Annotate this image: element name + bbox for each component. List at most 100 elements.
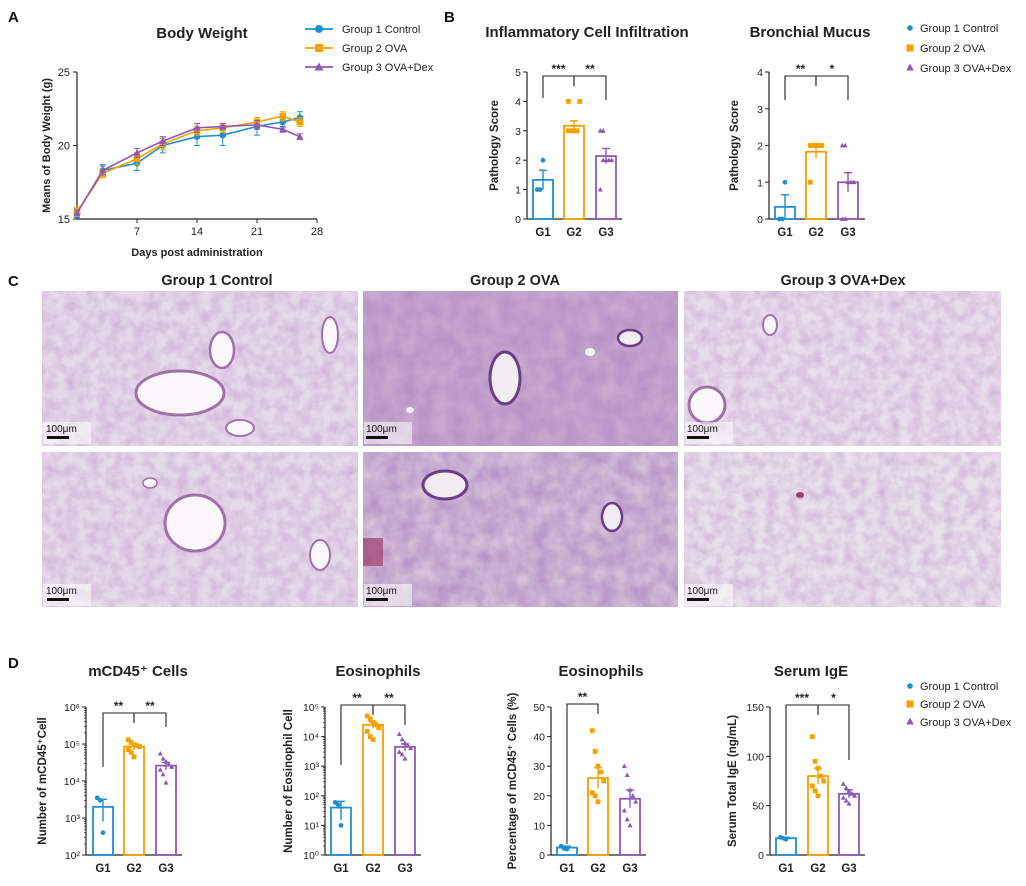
bar-g3 — [155, 764, 177, 856]
data-point — [166, 761, 172, 767]
y-tick-label: 3 — [757, 104, 763, 116]
significance-label: * — [831, 691, 836, 705]
significance-label: ** — [384, 691, 394, 705]
significance-label: ** — [145, 699, 155, 713]
scale-bar-label: 100μm — [687, 424, 718, 435]
data-point — [816, 143, 822, 148]
data-point — [589, 728, 595, 734]
scale-bar-g3-top: 100μm — [685, 422, 733, 444]
scale-bar-label: 100μm — [366, 586, 397, 597]
data-point — [396, 749, 402, 754]
data-point — [595, 763, 601, 769]
x-tick-label: G1 — [559, 863, 575, 875]
data-point — [840, 781, 846, 786]
y-tick-label: 10² — [65, 850, 81, 862]
x-tick-label: 14 — [191, 226, 203, 238]
infiltration-chart: Inflammatory Cell Infiltration 0 1 2 3 4 5 Path… — [485, 24, 688, 239]
scale-bar-g1-top: 100μm — [43, 422, 91, 444]
x-tick-label: G3 — [840, 227, 855, 239]
data-point — [408, 745, 414, 751]
data-point — [133, 149, 141, 156]
y-tick-label: 1 — [757, 177, 763, 189]
data-point — [840, 795, 846, 800]
data-point — [810, 143, 816, 148]
x-tick-label: G3 — [622, 863, 637, 875]
data-point — [133, 155, 141, 163]
histology-col-title-2: Group 2 OVA — [470, 273, 560, 289]
data-point — [73, 209, 81, 216]
data-point — [399, 751, 405, 757]
legend-a: Group 1 Control Group 2 OVA Group 3 OVA+… — [305, 24, 434, 74]
y-tick-label: 15 — [58, 214, 70, 226]
data-point — [621, 763, 627, 769]
data-point — [335, 802, 341, 808]
bar-g3 — [595, 155, 617, 220]
data-point — [846, 800, 852, 806]
data-point — [128, 740, 134, 745]
data-point — [125, 737, 131, 743]
data-point — [600, 128, 606, 133]
micrograph-g1-top — [42, 291, 358, 446]
legend-a-label-g3: Group 3 OVA+Dex — [342, 62, 434, 74]
y-tick-label: 10⁵ — [64, 739, 80, 751]
data-point — [134, 743, 140, 749]
data-point — [193, 124, 201, 131]
data-point — [813, 143, 819, 148]
significance-label: ** — [114, 699, 124, 713]
y-tick-label: 20 — [533, 791, 545, 803]
y-tick-label: 2 — [515, 155, 521, 167]
y-tick-label: 10⁶ — [64, 702, 80, 714]
y-axis-label: Pathology Score — [729, 100, 741, 191]
cd45-chart: mCD45⁺ Cells 10² 10³ 10⁴ 10⁵ 10⁶ Number of mCD… — [37, 663, 188, 875]
data-point — [807, 143, 813, 148]
data-point — [779, 216, 785, 222]
data-point — [537, 187, 543, 193]
panel-letter-b: B — [444, 9, 455, 26]
x-tick-label: G1 — [777, 227, 793, 239]
bar-g2 — [362, 723, 384, 856]
significance-label: ** — [352, 691, 362, 705]
scale-bar-g2-top: 100μm — [364, 422, 412, 444]
significance-bracket — [542, 75, 575, 98]
legend-a-item-g2: Group 2 OVA — [305, 43, 408, 55]
chart-title: Serum IgE — [774, 663, 848, 680]
y-tick-label: 1 — [515, 185, 521, 197]
histology-col-title-3: Group 3 OVA+Dex — [780, 273, 905, 289]
scale-bar-g2-bottom: 100μm — [364, 584, 412, 606]
y-tick-label: 4 — [515, 96, 521, 108]
bar-g2 — [563, 124, 585, 220]
data-point — [125, 747, 131, 753]
body-weight-chart: Body Weight 15 20 25 7 14 21 28 Days post admini… — [41, 25, 323, 259]
x-tick-label: G1 — [333, 863, 349, 875]
x-tick-label: G1 — [535, 227, 551, 239]
y-tick-label: 25 — [58, 67, 70, 79]
data-point — [159, 137, 167, 144]
data-point — [627, 822, 633, 828]
scale-bar-g3-bottom: 100μm — [685, 584, 733, 606]
chart-title: mCD45⁺ Cells — [88, 663, 188, 680]
data-point — [627, 787, 633, 792]
significance-label: ** — [796, 62, 806, 76]
significance-bracket — [566, 703, 599, 844]
chart-title: Inflammatory Cell Infiltration — [485, 24, 688, 41]
data-point — [376, 725, 382, 731]
significance-bracket — [372, 704, 406, 725]
data-point — [809, 734, 815, 739]
data-point — [396, 731, 402, 737]
chart-title: Eosinophils — [335, 663, 420, 680]
data-point — [367, 734, 373, 739]
data-point — [296, 118, 304, 126]
y-tick-label: 0 — [758, 850, 764, 862]
data-point — [540, 157, 546, 163]
significance-label: *** — [551, 62, 565, 76]
data-point — [219, 131, 227, 139]
eosinophil-count-chart: Eosinophils 10⁰ 10¹ 10² 10³ 10⁴ 10⁵ Number of E… — [283, 663, 421, 875]
legend-b-label-g2: Group 2 OVA — [920, 43, 986, 55]
data-point — [157, 767, 163, 772]
data-point — [851, 179, 857, 185]
legend-d-label-g2: Group 2 OVA — [920, 699, 986, 711]
legend-b-label-g3: Group 3 OVA+Dex — [920, 63, 1012, 75]
data-point — [169, 764, 175, 769]
panel-letter-c: C — [8, 273, 19, 290]
